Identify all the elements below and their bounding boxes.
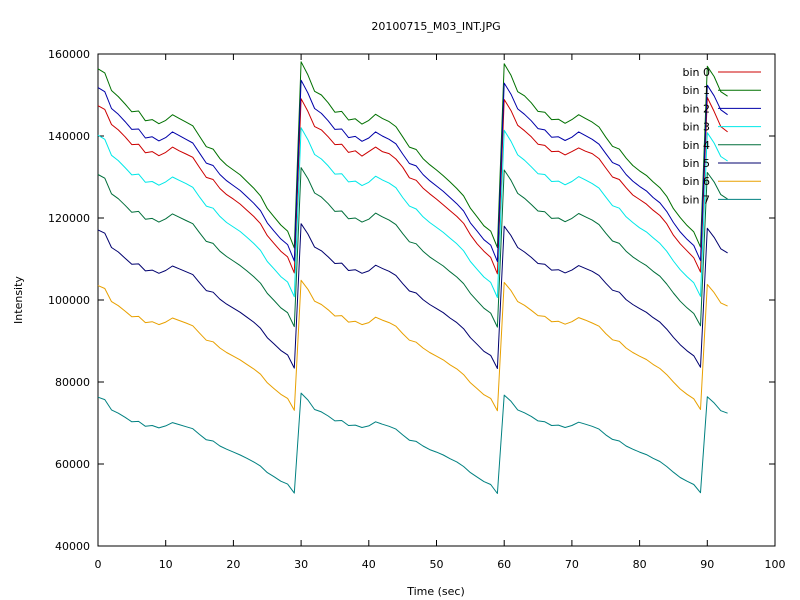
legend-label: bin 4 [682,139,710,152]
x-tick-label: 30 [294,558,308,571]
series-line-bin-3 [97,127,728,298]
y-tick-label: 40000 [55,540,90,553]
x-tick-label: 40 [362,558,376,571]
y-tick-label: 140000 [48,130,90,143]
axis-ticks: 0 10 20 30 40 50 60 70 80 90 100 40000 60000 80000 100… [48,48,786,571]
x-tick-label: 100 [765,558,786,571]
legend-label: bin 3 [682,121,710,134]
x-axis-label: Time (sec) [406,585,465,598]
y-tick-label: 120000 [48,212,90,225]
x-tick-label: 50 [430,558,444,571]
legend-label: bin 1 [682,84,710,97]
y-tick-label: 80000 [55,376,90,389]
chart-title: 20100715_M03_INT.JPG [371,20,500,33]
series-line-bin-7 [97,392,728,494]
series-line-bin-4 [97,167,728,328]
y-tick-label: 100000 [48,294,90,307]
series-line-bin-2 [97,79,728,262]
legend-label: bin 5 [682,157,710,170]
y-axis-label: Intensity [12,276,25,324]
y-tick-label: 60000 [55,458,90,471]
legend: bin 0 bin 1 bin 2 bin 3 bin 4 bin 5 bin 6 bin 7 [682,66,761,206]
x-tick-label: 60 [497,558,511,571]
x-tick-label: 20 [226,558,240,571]
legend-label: bin 0 [682,66,710,79]
legend-label: bin 2 [682,102,710,115]
series-line-bin-1 [97,61,728,249]
series-line-bin-0 [97,97,728,275]
x-tick-label: 80 [633,558,647,571]
x-tick-label: 70 [565,558,579,571]
series-lines [97,61,728,494]
legend-label: bin 7 [682,193,710,206]
x-tick-label: 90 [700,558,714,571]
legend-label: bin 6 [682,175,710,188]
series-line-bin-6 [97,279,728,412]
x-tick-label: 0 [95,558,102,571]
series-line-bin-5 [97,223,728,369]
x-tick-label: 10 [159,558,173,571]
y-tick-label: 160000 [48,48,90,61]
